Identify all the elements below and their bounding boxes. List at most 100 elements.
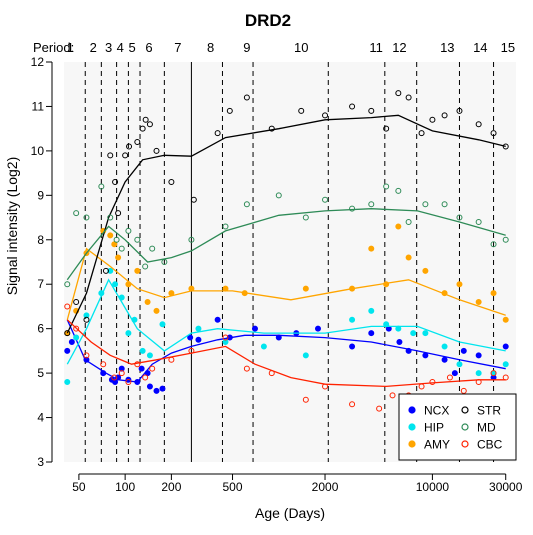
y-tick-label: 10 — [31, 144, 45, 158]
data-point — [475, 352, 482, 359]
data-point — [107, 214, 114, 221]
data-point — [142, 263, 149, 270]
data-point — [349, 343, 356, 350]
legend-label: STR — [477, 404, 501, 418]
data-point — [107, 232, 114, 239]
data-point — [349, 401, 356, 408]
y-axis-title: Signal intensity (Log2) — [4, 157, 20, 296]
data-point — [322, 196, 329, 203]
data-point — [118, 245, 125, 252]
data-point — [153, 307, 160, 314]
data-point — [64, 303, 71, 310]
data-point — [502, 343, 509, 350]
legend-marker — [461, 440, 469, 448]
legend-label: AMY — [424, 438, 450, 452]
data-point — [410, 330, 417, 337]
data-point — [83, 316, 90, 323]
y-tick-label: 12 — [31, 55, 45, 69]
data-point — [115, 254, 122, 261]
y-tick-label: 4 — [37, 411, 44, 425]
data-point — [422, 201, 429, 208]
data-point — [446, 374, 453, 381]
data-point — [395, 90, 402, 97]
data-point — [456, 107, 463, 114]
data-point — [441, 201, 448, 208]
chart-title: DRD2 — [245, 11, 291, 30]
data-point — [243, 94, 250, 101]
y-tick-label: 11 — [32, 99, 45, 113]
legend-marker — [461, 406, 469, 414]
data-point — [100, 361, 107, 368]
period-number: 3 — [105, 40, 112, 55]
data-point — [490, 290, 497, 297]
trend-line — [66, 208, 506, 281]
period-number: 2 — [90, 40, 97, 55]
y-tick-label: 8 — [37, 233, 44, 247]
data-point — [349, 205, 356, 212]
data-point — [368, 107, 375, 114]
data-point — [115, 210, 122, 217]
trend-line — [66, 319, 506, 388]
data-point — [214, 130, 221, 137]
data-point — [475, 121, 482, 128]
period-number: 4 — [117, 40, 124, 55]
data-point — [146, 121, 153, 128]
data-point — [395, 223, 402, 230]
data-point — [243, 201, 250, 208]
legend-marker — [461, 423, 469, 431]
period-numbers: 1 2 3 4 5 6 7 8 9 10 11 12 13 14 15 — [67, 40, 515, 55]
data-point — [73, 325, 80, 332]
data-point — [146, 383, 153, 390]
period-number: 12 — [392, 40, 406, 55]
data-point — [475, 219, 482, 225]
x-axis-title: Age (Days) — [255, 505, 325, 521]
legend: NCX HIP AMY STR MD CBC — [398, 393, 517, 461]
data-point — [83, 352, 90, 359]
data-point — [322, 112, 329, 119]
data-point — [118, 365, 125, 372]
data-point — [302, 285, 309, 292]
data-point — [134, 236, 141, 243]
data-point — [195, 336, 202, 343]
series-str — [64, 90, 509, 337]
x-tick-label: 100 — [115, 480, 135, 494]
data-point — [368, 330, 375, 337]
data-point — [275, 192, 282, 199]
data-point — [441, 356, 448, 363]
legend-marker — [408, 406, 416, 414]
data-point — [451, 370, 458, 377]
data-point — [149, 365, 156, 372]
data-point — [142, 374, 149, 381]
series-hip — [64, 267, 509, 385]
data-point — [383, 183, 390, 190]
legend-label: HIP — [424, 421, 444, 435]
trend-line — [66, 114, 506, 334]
data-point — [243, 365, 250, 372]
data-point — [298, 107, 305, 114]
data-point — [73, 299, 80, 305]
data-point — [302, 396, 309, 403]
data-point — [456, 281, 463, 288]
data-point — [441, 112, 448, 119]
period-number: 10 — [294, 40, 308, 55]
data-point — [107, 267, 114, 274]
data-point — [134, 267, 141, 274]
data-point — [83, 214, 90, 221]
data-point — [187, 334, 194, 341]
trend-line — [66, 278, 506, 365]
data-point — [314, 325, 321, 332]
data-point — [111, 241, 118, 248]
data-point — [118, 370, 125, 377]
legend-box — [398, 393, 517, 461]
data-point — [502, 236, 509, 243]
data-point — [268, 125, 275, 132]
x-tick-label: 2000 — [312, 480, 339, 494]
data-point — [126, 143, 133, 150]
data-point — [142, 116, 149, 123]
legend-label: MD — [477, 421, 496, 435]
data-point — [122, 152, 129, 159]
data-point — [490, 370, 497, 377]
data-point — [368, 201, 375, 208]
x-tick-label: 50 — [72, 480, 86, 494]
